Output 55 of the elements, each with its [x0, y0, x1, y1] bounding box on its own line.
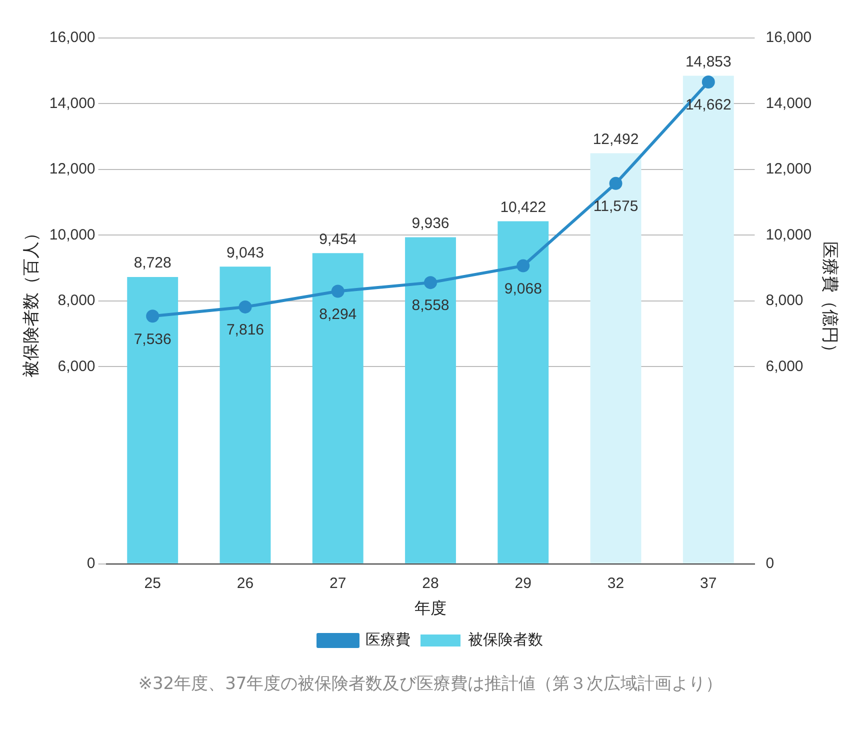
- point: [609, 176, 622, 190]
- data-label: 12,492: [592, 130, 639, 148]
- y2-axis-title: 医療費（億円）: [819, 241, 840, 360]
- y-tick-label: 6,000: [58, 358, 96, 375]
- y2-tick-label: 14,000: [766, 94, 812, 112]
- legend-label: 医療費: [366, 630, 410, 648]
- point: [238, 300, 252, 314]
- y-tick-label: 10,000: [49, 226, 96, 244]
- data-label: 11,575: [593, 198, 638, 216]
- x-tick-label: 26: [236, 574, 254, 592]
- point: [424, 276, 437, 290]
- bar: [312, 253, 364, 564]
- y2-tick-label: 12,000: [766, 160, 812, 178]
- y-tick-label: 8,000: [58, 292, 96, 310]
- y2-tick-label: 6,000: [766, 358, 804, 375]
- data-label: 9,454: [319, 230, 357, 248]
- data-label: 14,853: [685, 53, 732, 70]
- bar: [405, 237, 456, 564]
- point: [702, 75, 715, 88]
- y2-tick-label: 16,000: [766, 29, 812, 46]
- y2-tick-label: 0: [766, 554, 774, 572]
- y2-tick-label: 10,000: [766, 226, 812, 244]
- data-label: 10,422: [500, 198, 546, 216]
- text: ※32年度、37年度の被保険者数及び医療費は推計値（第３次広域計画より）: [137, 673, 724, 695]
- y-tick-label: 14,000: [49, 94, 96, 112]
- point: [331, 284, 344, 298]
- bar: [682, 76, 734, 564]
- bar: [127, 276, 178, 564]
- y-axis-title: 被保険者数（百人）: [22, 224, 42, 378]
- data-label: 8,728: [134, 254, 172, 272]
- y2-tick-label: 8,000: [766, 292, 804, 310]
- bar: [498, 221, 549, 564]
- data-label: 8,558: [412, 297, 450, 314]
- x-tick-label: 37: [700, 574, 717, 592]
- data-label: 9,043: [226, 244, 264, 262]
- x-tick-label: 25: [144, 574, 161, 592]
- y-tick-label: 0: [86, 554, 96, 572]
- data-label: 7,816: [226, 322, 264, 339]
- legend-label: 被保険者数: [468, 630, 543, 648]
- data-label: 7,536: [134, 330, 172, 348]
- data-label: 9,936: [412, 214, 450, 232]
- x-tick-label: 29: [514, 574, 532, 592]
- y-tick-label: 12,000: [49, 160, 96, 178]
- data-label: 14,662: [685, 96, 732, 114]
- x-tick-label: 27: [330, 574, 346, 592]
- bar: [590, 153, 642, 564]
- data-label: 9,068: [504, 280, 542, 298]
- bar: [220, 266, 271, 564]
- point: [516, 259, 530, 272]
- point: [146, 310, 160, 323]
- data-label: 8,294: [319, 306, 357, 323]
- y-tick-label: 16,000: [49, 29, 96, 46]
- x-axis-title: 年度: [414, 598, 446, 618]
- x-tick-label: 32: [607, 574, 624, 592]
- x-tick-label: 28: [422, 574, 439, 592]
